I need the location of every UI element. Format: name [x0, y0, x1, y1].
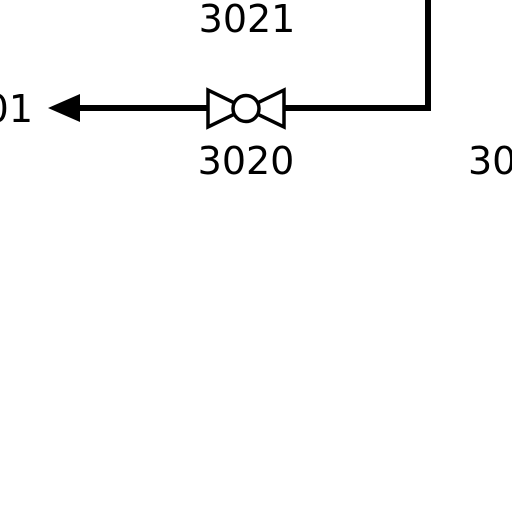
gate-valve-icon	[206, 87, 286, 130]
left-offpage-tag: 01	[0, 87, 33, 131]
arrowhead-icon	[48, 94, 80, 122]
top-line-tag: 3021	[199, 0, 296, 41]
valve-tag: 3020	[198, 139, 295, 183]
right-offpage-tag: 30	[468, 139, 512, 183]
